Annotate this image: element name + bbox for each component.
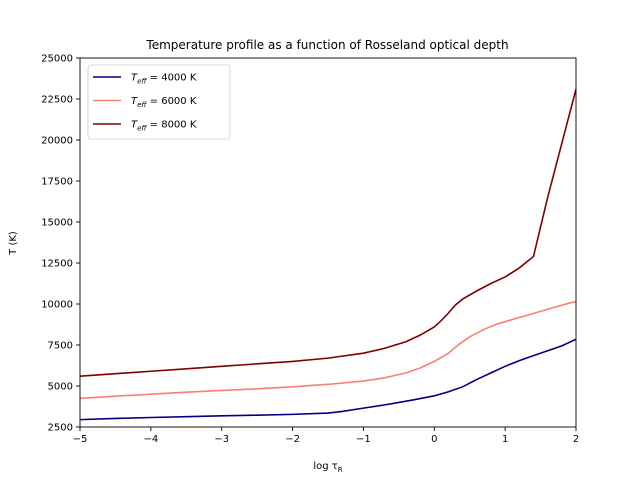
- legend: Teff = 4000 K Teff = 6000 K Teff = 8000 K: [87, 64, 231, 140]
- legend-label: Teff = 6000 K: [131, 96, 197, 109]
- y-tick-label: 25000: [41, 54, 73, 65]
- chart-title: Temperature profile as a function of Ros…: [145, 38, 508, 52]
- legend-label: Teff = 8000 K: [131, 120, 197, 133]
- x-tick-label: −4: [143, 434, 158, 445]
- x-tick-label: 2: [573, 434, 579, 445]
- y-tick-label: 10000: [41, 300, 73, 311]
- y-tick-label: 2500: [48, 423, 73, 434]
- y-axis-label: T (K): [8, 231, 19, 256]
- x-tick-label: −5: [73, 434, 88, 445]
- x-tick-label: −3: [214, 434, 229, 445]
- plot-frame: [79, 57, 577, 428]
- y-tick-label: 20000: [41, 136, 73, 147]
- plot-area: [79, 57, 577, 428]
- y-tick-label: 17500: [41, 177, 73, 188]
- series-line-1: [79, 338, 577, 421]
- y-tick-label: 5000: [48, 382, 73, 393]
- x-tick-label: 1: [502, 434, 508, 445]
- series-line-3: [79, 88, 577, 377]
- y-tick-label: 7500: [48, 341, 73, 352]
- y-tick-label: 22500: [41, 95, 73, 106]
- legend-box: [87, 64, 231, 140]
- x-axis-label: log τR: [313, 461, 342, 474]
- series-line-2: [79, 300, 577, 400]
- x-axis: −5 −4 −3 −2 −1 0 1 2: [73, 427, 579, 445]
- x-tick-label: −2: [285, 434, 300, 445]
- y-tick-label: 15000: [41, 218, 73, 229]
- x-tick-label: −1: [356, 434, 371, 445]
- y-axis: 2500 5000 7500 10000 12500 15000 17500 20000 225…: [41, 54, 80, 434]
- x-tick-label: 0: [431, 434, 437, 445]
- legend-label: Teff = 4000 K: [131, 73, 197, 86]
- y-tick-label: 12500: [41, 259, 73, 270]
